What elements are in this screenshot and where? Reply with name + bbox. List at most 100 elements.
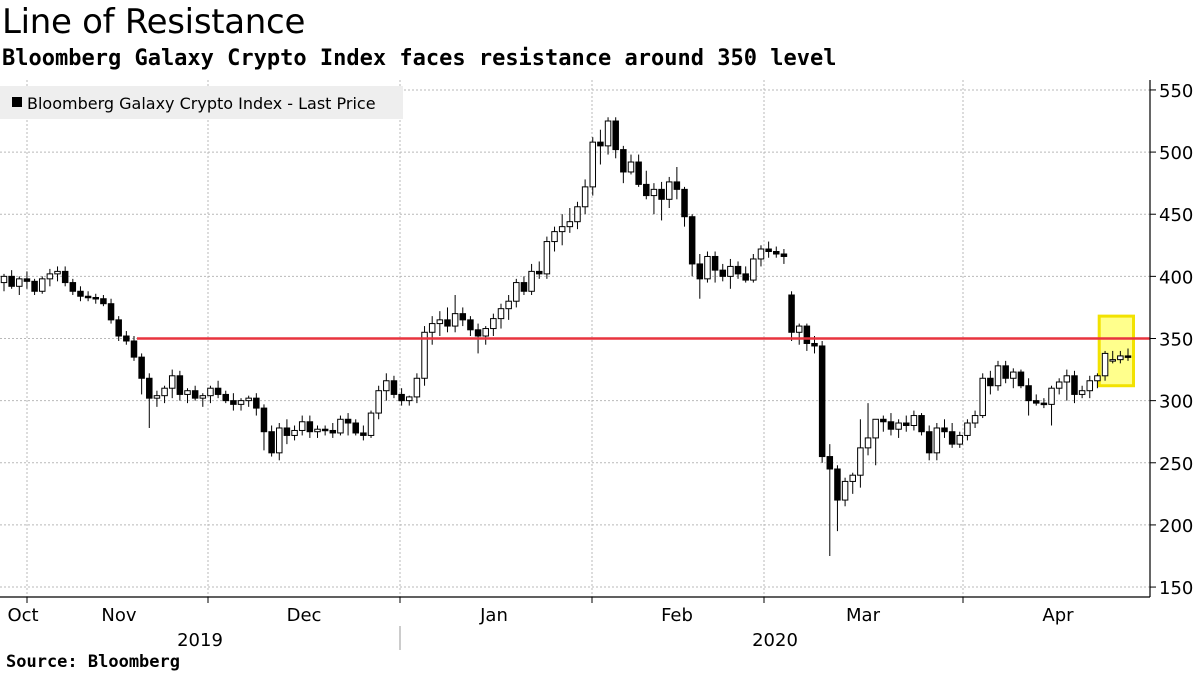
candle-body — [1124, 355, 1132, 358]
candle-body — [734, 265, 742, 275]
y-tick-label: 300 — [1159, 392, 1193, 413]
candle-body — [436, 319, 444, 325]
candle-body — [650, 188, 658, 197]
candle-body — [566, 221, 574, 228]
month-label: Nov — [101, 605, 136, 626]
candle-body — [925, 431, 933, 454]
candle-body — [222, 393, 229, 402]
candle-body — [834, 468, 841, 501]
y-tick-label: 150 — [1159, 578, 1193, 599]
candle-body — [535, 270, 543, 275]
candle-body — [1017, 371, 1025, 387]
candle-body — [696, 263, 704, 280]
candle-body — [673, 181, 681, 190]
candle-body — [161, 387, 168, 397]
candle-body — [283, 427, 291, 436]
legend-swatch — [12, 97, 22, 107]
candles — [0, 117, 1132, 556]
candle-body — [46, 273, 54, 280]
candle-body — [92, 296, 100, 300]
candle-body — [344, 418, 352, 424]
candle-body — [1010, 371, 1017, 379]
chart-title: Line of Resistance — [2, 2, 306, 42]
candle-body — [857, 447, 864, 476]
candle-body — [665, 181, 673, 200]
candle-body — [658, 188, 665, 200]
legend-label: Bloomberg Galaxy Crypto Index - Last Pri… — [27, 94, 376, 113]
candle-body — [1117, 355, 1124, 361]
candle-body — [184, 390, 191, 395]
candle-body — [23, 278, 31, 282]
candle-body — [1048, 387, 1055, 405]
candle-body — [597, 141, 604, 147]
candle-body — [451, 313, 459, 327]
month-label: Feb — [661, 605, 693, 626]
candle-body — [918, 415, 925, 433]
candle-body — [1025, 385, 1032, 402]
candle-body — [69, 282, 77, 292]
candle-body — [253, 397, 260, 409]
candle-body — [459, 313, 467, 321]
month-label: Oct — [7, 605, 38, 626]
candle-body — [803, 325, 811, 344]
candle-body — [1055, 381, 1063, 389]
candle-body — [1101, 352, 1109, 377]
candle-body — [482, 328, 489, 337]
candle-body — [513, 282, 520, 302]
candle-body — [38, 278, 46, 292]
candle-body — [153, 395, 161, 399]
candle-body — [971, 415, 979, 424]
candle-body — [880, 418, 887, 423]
candle-body — [788, 294, 795, 333]
candle-body — [704, 255, 711, 280]
candle-body — [375, 390, 382, 414]
candle-body — [398, 393, 405, 402]
candle-body — [948, 431, 956, 445]
candle-body — [306, 421, 314, 433]
candle-body — [8, 275, 15, 287]
month-label: Jan — [479, 605, 508, 626]
y-tick-label: 550 — [1159, 81, 1193, 102]
candle-body — [987, 377, 994, 387]
candle-body — [979, 377, 986, 417]
candle-body — [321, 428, 329, 432]
month-label: Dec — [287, 605, 322, 626]
candle-body — [1071, 375, 1078, 395]
candle-body — [528, 270, 535, 292]
year-label: 2019 — [177, 630, 223, 651]
candle-body — [1040, 402, 1048, 406]
candle-body — [54, 270, 61, 275]
legend: Bloomberg Galaxy Crypto Index - Last Pri… — [0, 86, 403, 119]
y-tick-label: 500 — [1159, 143, 1193, 164]
candle-body — [176, 375, 184, 395]
legend-box — [0, 86, 403, 119]
candle-body — [1032, 400, 1040, 404]
candle-body — [887, 421, 895, 430]
candle-body — [1063, 375, 1071, 383]
candle-body — [0, 275, 8, 284]
candle-body — [413, 377, 421, 398]
candle-body — [910, 415, 918, 426]
candle-body — [268, 431, 275, 454]
candle-body — [620, 149, 627, 173]
candle-body — [405, 396, 413, 402]
candle-body — [711, 255, 719, 271]
candle-body — [84, 295, 92, 299]
candle-body — [490, 318, 497, 330]
candle-body — [604, 120, 612, 147]
source-note: Source: Bloomberg — [6, 652, 180, 672]
candle-body — [627, 161, 635, 173]
candle-body — [543, 241, 551, 275]
candle-body — [191, 390, 199, 399]
candle-body — [520, 282, 528, 292]
candle-body — [245, 397, 252, 402]
candle-body — [146, 377, 153, 399]
candle-body — [750, 258, 757, 281]
candle-body — [612, 120, 619, 151]
y-tick-label: 400 — [1159, 267, 1193, 288]
candle-body — [138, 356, 145, 379]
candle-body — [260, 407, 268, 433]
candle-body — [130, 340, 138, 358]
candle-body — [337, 418, 344, 434]
